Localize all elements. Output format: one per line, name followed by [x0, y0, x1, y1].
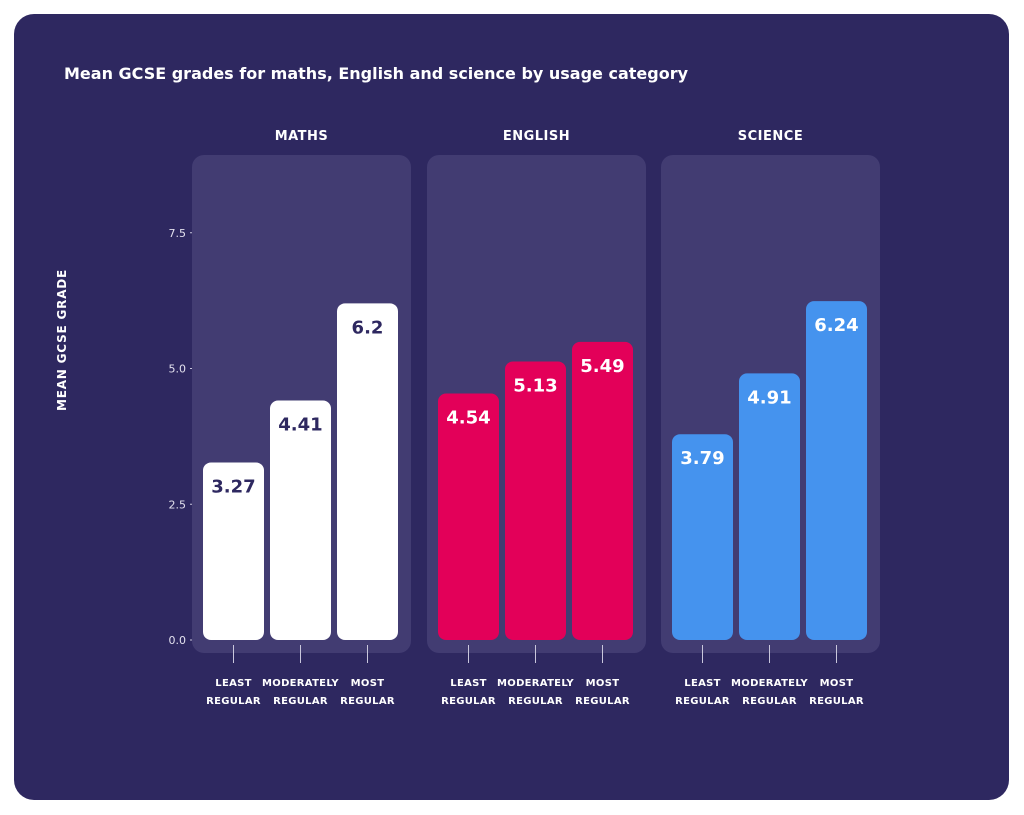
x-tick-label: REGULAR: [742, 696, 797, 707]
x-tick-label: LEAST: [450, 678, 486, 689]
y-tick-label: 0.0: [169, 634, 187, 647]
bar-value-label: 5.49: [580, 356, 624, 377]
bar: [672, 434, 733, 640]
x-tick-label: REGULAR: [441, 696, 496, 707]
x-tick-label: REGULAR: [809, 696, 864, 707]
bar-value-label: 5.13: [513, 375, 557, 396]
x-tick-label: REGULAR: [675, 696, 730, 707]
x-tick-label: REGULAR: [575, 696, 630, 707]
x-tick-label: MOST: [820, 678, 854, 689]
x-tick-label: REGULAR: [273, 696, 328, 707]
bar-value-label: 4.54: [446, 407, 490, 428]
bar-value-label: 3.27: [211, 476, 255, 497]
panel-title: MATHS: [275, 129, 329, 144]
x-tick-label: REGULAR: [340, 696, 395, 707]
x-tick-label: LEAST: [684, 678, 720, 689]
y-axis-label: MEAN GCSE GRADE: [55, 269, 69, 411]
bar: [505, 361, 566, 640]
y-tick-label: 5.0: [169, 363, 187, 376]
bar: [438, 393, 499, 640]
x-tick-label: MODERATELY: [497, 678, 574, 689]
bar: [572, 341, 633, 640]
bar: [739, 373, 800, 640]
bar: [203, 462, 264, 640]
bar-value-label: 6.2: [352, 317, 384, 338]
bar: [806, 301, 867, 640]
x-tick-label: REGULAR: [206, 696, 261, 707]
bar-value-label: 3.79: [680, 448, 724, 469]
x-tick-label: LEAST: [215, 678, 251, 689]
bar-value-label: 6.24: [814, 315, 858, 336]
bar: [270, 400, 331, 640]
x-tick-label: MOST: [351, 678, 385, 689]
y-tick-label: 2.5: [169, 498, 187, 511]
panel-title: ENGLISH: [503, 129, 570, 144]
chart-title: Mean GCSE grades for maths, English and …: [64, 64, 689, 83]
x-tick-label: REGULAR: [508, 696, 563, 707]
x-tick-label: MODERATELY: [262, 678, 339, 689]
y-tick-label: 7.5: [169, 227, 187, 240]
bar-value-label: 4.91: [747, 387, 791, 408]
x-tick-label: MODERATELY: [731, 678, 808, 689]
bar: [337, 303, 398, 640]
bar-value-label: 4.41: [278, 415, 322, 436]
panel-title: SCIENCE: [738, 129, 803, 144]
x-tick-label: MOST: [586, 678, 620, 689]
